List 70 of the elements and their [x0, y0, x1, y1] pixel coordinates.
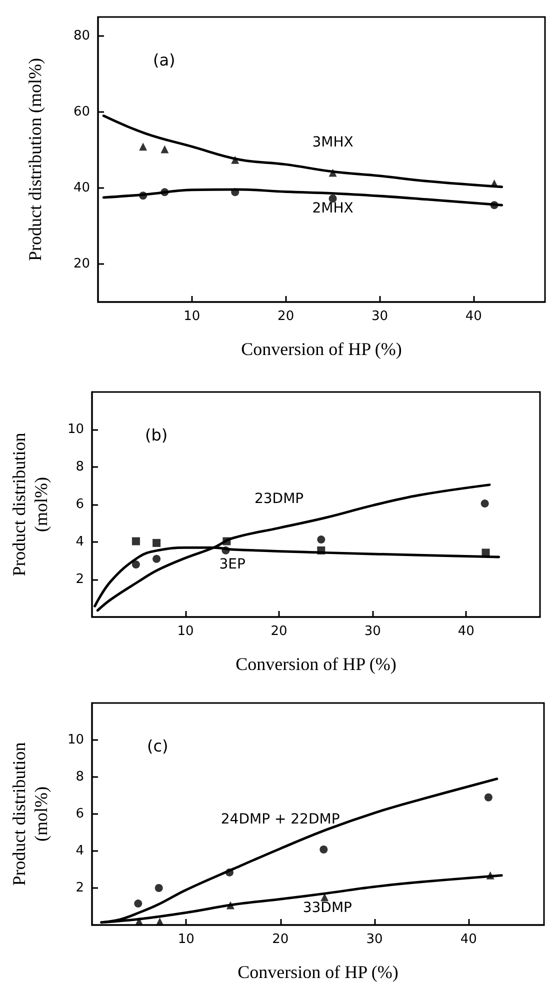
x-tick-label: 20	[272, 932, 289, 947]
point	[482, 548, 490, 557]
point	[320, 846, 328, 854]
point	[160, 188, 169, 196]
point	[139, 192, 148, 200]
point	[156, 918, 164, 926]
x-tick-label: 30	[371, 309, 388, 324]
y-axis-title: Product distribution (mol%)	[25, 58, 45, 261]
line-series	[102, 114, 504, 188]
x-tick-label: 10	[178, 932, 194, 947]
series-label: 3EP	[219, 556, 246, 572]
point	[328, 168, 337, 177]
y-axis-title: Product distribution (mol%)	[9, 432, 51, 576]
point	[154, 884, 163, 892]
point	[480, 500, 489, 508]
y-tick-label: 6	[76, 806, 84, 822]
point	[490, 201, 498, 210]
series-label: 2MHX	[312, 200, 354, 216]
x-tick-label: 10	[177, 624, 194, 639]
y-tick-label: 40	[73, 180, 90, 196]
series-label: 23DMP	[254, 490, 304, 507]
text: (c)	[147, 736, 168, 756]
y-tick-label: 10	[67, 422, 84, 437]
point	[225, 868, 234, 876]
point	[152, 538, 161, 547]
point	[226, 901, 234, 910]
y-tick-label: 4	[76, 534, 84, 550]
y-tick-label: 6	[76, 497, 84, 512]
x-axis-title: Conversion of HP (%)	[241, 339, 402, 359]
point	[152, 554, 161, 563]
x-axis-title: Conversion of HP (%)	[236, 654, 396, 674]
series-label: 33DMP	[302, 900, 352, 916]
series-label: 3MHX	[312, 134, 354, 151]
point	[486, 871, 494, 880]
point	[231, 188, 240, 196]
y-tick-label: 4	[76, 844, 84, 858]
x-tick-label: 30	[364, 624, 381, 639]
point	[132, 537, 140, 546]
x-axis-title: Conversion of HP (%)	[238, 962, 398, 982]
point	[222, 537, 231, 546]
point	[484, 793, 492, 802]
series-label: 24DMP + 22DMP	[220, 812, 340, 828]
y-tick-label: 2	[76, 880, 84, 896]
text: (a)	[153, 50, 176, 70]
point	[135, 917, 144, 926]
point	[231, 156, 240, 164]
y-tick-label: 2	[76, 572, 84, 587]
x-tick-label: 30	[366, 932, 383, 947]
point	[160, 145, 169, 154]
point	[490, 179, 498, 188]
y-tick-label: 8	[76, 460, 84, 474]
point	[134, 900, 142, 908]
point	[222, 546, 230, 554]
y-tick-label: 20	[73, 256, 90, 272]
x-tick-label: 20	[278, 309, 294, 324]
x-tick-label: 40	[465, 309, 482, 324]
point	[139, 142, 148, 151]
x-tick-label: 20	[270, 624, 288, 639]
x-tick-label: 10	[184, 309, 200, 324]
point	[317, 546, 326, 554]
point	[317, 536, 326, 544]
x-tick-label: 40	[460, 932, 477, 947]
y-axis-title: Product distribution (mol%)	[9, 742, 51, 886]
y-tick-label: 10	[67, 732, 84, 748]
y-tick-label: 80	[73, 28, 90, 44]
y-tick-label: 60	[73, 104, 90, 120]
point	[132, 560, 140, 568]
x-tick-label: 40	[458, 624, 474, 639]
text: (b)	[145, 426, 168, 444]
y-tick-label: 8	[76, 770, 84, 784]
